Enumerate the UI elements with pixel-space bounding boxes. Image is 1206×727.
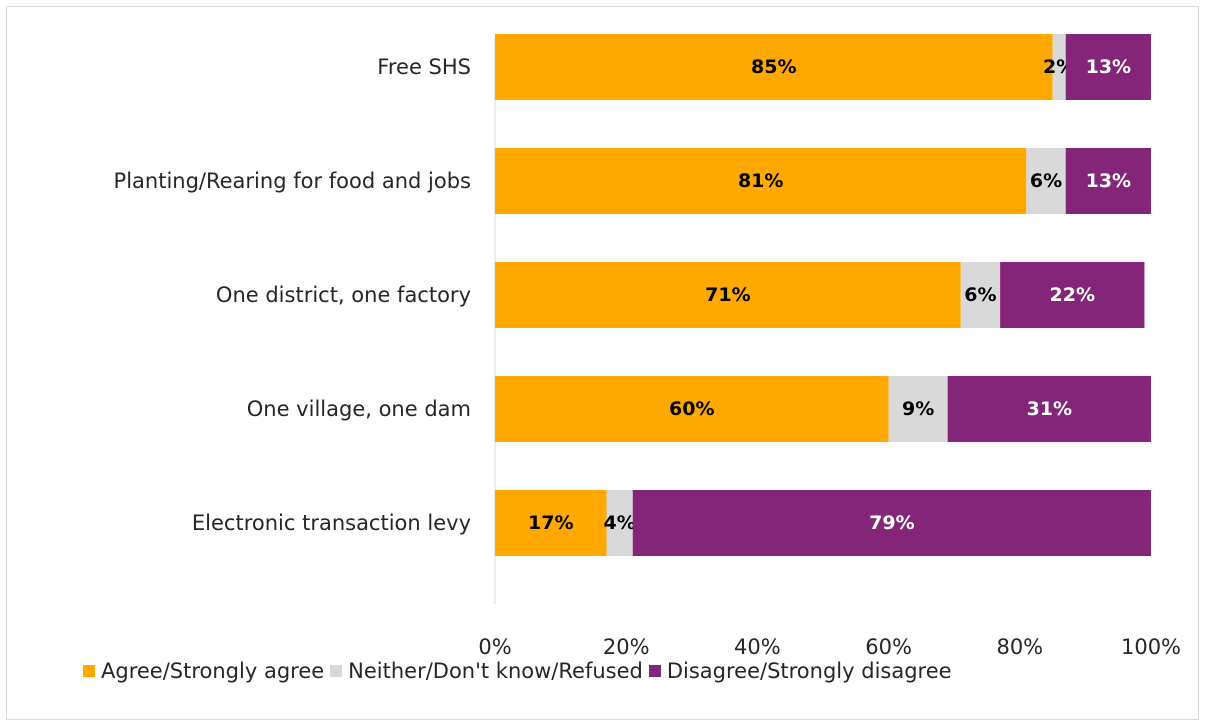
legend-label: Disagree/Strongly disagree [667,659,952,683]
data-label: 71% [705,284,750,306]
x-tick-label: 40% [734,635,781,659]
data-label: 13% [1086,170,1131,192]
data-label: 81% [738,170,783,192]
legend-swatch [330,665,342,677]
x-tick-label: 60% [865,635,912,659]
data-label: 13% [1086,56,1131,78]
legend-swatch [649,665,661,677]
x-tick-label: 20% [603,635,650,659]
category-label: One village, one dam [247,397,471,421]
category-label: Electronic transaction levy [192,511,471,535]
data-label: 60% [669,398,714,420]
legend-swatch [83,665,95,677]
legend-item: Neither/Don't know/Refused [330,659,643,683]
x-tick-label: 0% [478,635,511,659]
x-tick-label: 80% [996,635,1043,659]
data-label: 6% [1030,170,1062,192]
data-label: 17% [528,512,573,534]
stacked-bar-chart: Free SHS 85% 2% 13%Planting/Rearing for foo… [7,7,1200,721]
category-label: Free SHS [377,55,471,79]
legend-item: Disagree/Strongly disagree [649,659,952,683]
data-label: 31% [1027,398,1072,420]
data-label: 79% [869,512,914,534]
data-label: 4% [604,512,636,534]
data-label: 85% [751,56,796,78]
x-tick-label: 100% [1121,635,1181,659]
data-label: 22% [1050,284,1095,306]
legend: Agree/Strongly agree Neither/Don't know/R… [83,657,958,685]
data-label: 6% [964,284,996,306]
data-label: 9% [902,398,934,420]
legend-label: Agree/Strongly agree [101,659,324,683]
legend-label: Neither/Don't know/Refused [348,659,643,683]
category-label: One district, one factory [216,283,471,307]
category-label: Planting/Rearing for food and jobs [114,169,471,193]
chart-frame: Free SHS 85% 2% 13% Planting/Rearing for foo… [6,6,1199,720]
legend-item: Agree/Strongly agree [83,659,324,683]
